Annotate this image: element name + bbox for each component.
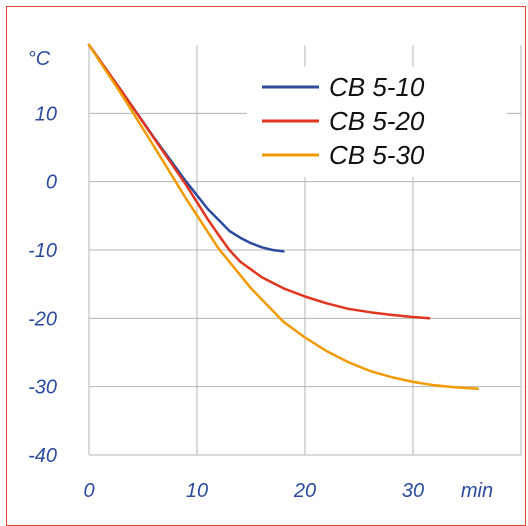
y-tick-label: -10 (28, 240, 57, 262)
series-line-3 (87, 43, 480, 390)
series-line-2 (87, 43, 431, 320)
chart-frame: -40 -30 -20 -10 0 10 0 10 20 30 °C min CB 5-10 CB 5-2… (6, 6, 526, 526)
x-tick-label: 30 (402, 480, 424, 502)
y-tick-label: 0 (46, 172, 57, 194)
x-tick-label: 20 (293, 480, 316, 502)
x-axis-unit-label: min (461, 480, 493, 502)
x-tick-label: 0 (83, 480, 94, 502)
line-chart: -40 -30 -20 -10 0 10 0 10 20 30 °C min CB 5-10 CB 5-2… (28, 43, 522, 502)
y-tick-label: -30 (28, 377, 57, 399)
y-tick-label: -40 (28, 445, 57, 467)
x-tick-label: 10 (186, 480, 208, 502)
legend-label-3: CB 5-30 (329, 140, 425, 170)
y-tick-label: -20 (28, 308, 57, 330)
y-axis-unit-label: °C (28, 48, 51, 70)
legend-label-2: CB 5-20 (329, 106, 425, 136)
legend-label-1: CB 5-10 (329, 72, 425, 102)
y-tick-label: 10 (35, 103, 57, 125)
